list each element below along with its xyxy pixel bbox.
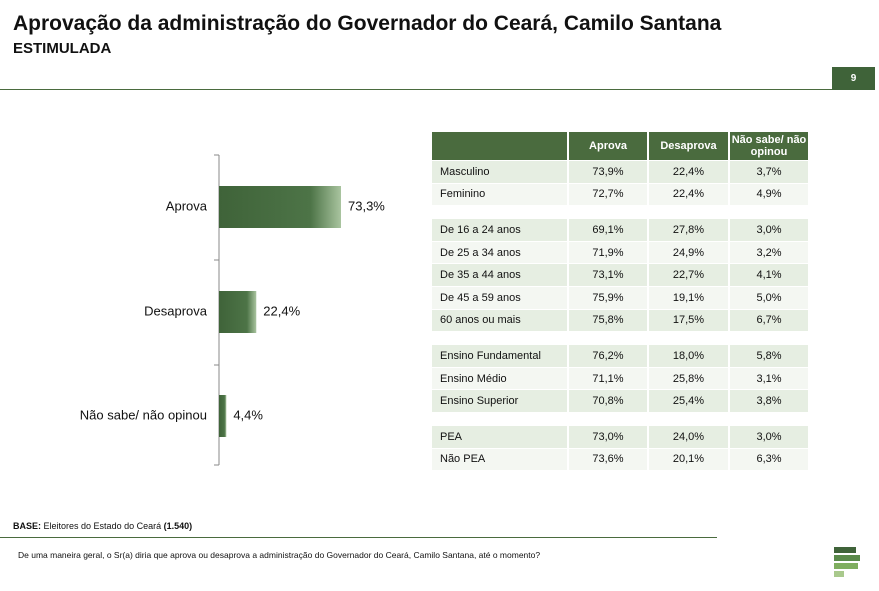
header-rule <box>0 89 832 90</box>
value-label: 22,4% <box>263 303 300 318</box>
table-cell: 6,7% <box>730 309 808 332</box>
table-cell: 73,1% <box>569 264 647 286</box>
value-label: 73,3% <box>348 198 385 213</box>
base-label: BASE: <box>13 521 42 531</box>
row-label: De 16 a 24 anos <box>432 219 567 241</box>
logo <box>834 547 860 577</box>
question: De uma maneira geral, o Sr(a) diria que … <box>18 550 541 560</box>
table-cell: 73,6% <box>569 448 647 471</box>
table-cell: 27,8% <box>649 219 728 241</box>
table-cell: 75,9% <box>569 287 647 309</box>
column-header: Aprova <box>569 132 649 160</box>
column-header: Não sabe/ não opinou <box>730 132 810 160</box>
chart: Aprova 73,3% Desaprova 22,4% Não sabe/ não o… <box>80 154 385 466</box>
column-header: Desaprova <box>649 132 730 160</box>
table-cell: 24,0% <box>649 426 728 448</box>
table-cell: 6,3% <box>730 448 808 471</box>
row-label: 60 anos ou mais <box>432 309 567 332</box>
table-cell: 3,0% <box>730 426 808 448</box>
page-number: 9 <box>832 67 875 90</box>
table-cell: 3,8% <box>730 390 808 412</box>
table-cell: 3,7% <box>730 161 808 183</box>
row-label: Ensino Médio <box>432 367 567 390</box>
table-cell: 4,1% <box>730 264 808 286</box>
row-label: Feminino <box>432 183 567 206</box>
row-label: De 35 a 44 anos <box>432 264 567 286</box>
base-text: Eleitores do Estado do Ceará <box>43 521 162 531</box>
bar <box>219 291 257 333</box>
table-cell: 17,5% <box>649 309 728 332</box>
table-cell: 20,1% <box>649 448 728 471</box>
table-cell: 76,2% <box>569 345 647 367</box>
title: Aprovação da administração do Governador… <box>13 12 722 35</box>
category-label: Desaprova <box>144 303 208 318</box>
table-cell: 70,8% <box>569 390 647 412</box>
table-cell: 71,1% <box>569 367 647 390</box>
table-cell: 71,9% <box>569 241 647 264</box>
table-cell: 72,7% <box>569 183 647 206</box>
base: BASE: Eleitores do Estado do Ceará (1.54… <box>13 521 192 531</box>
table-cell: 22,7% <box>649 264 728 286</box>
table-cell: 75,8% <box>569 309 647 332</box>
table-cell: 69,1% <box>569 219 647 241</box>
header-cell <box>432 132 569 160</box>
table-cell: 5,8% <box>730 345 808 367</box>
value-label: 4,4% <box>233 407 263 422</box>
bar <box>219 186 341 228</box>
table-cell: 22,4% <box>649 161 728 183</box>
row-label: Ensino Superior <box>432 390 567 412</box>
row-label: PEA <box>432 426 567 448</box>
table-cell: 25,4% <box>649 390 728 412</box>
row-label: Masculino <box>432 161 567 183</box>
table-cell: 73,9% <box>569 161 647 183</box>
base-n: (1.540) <box>163 521 193 531</box>
table-cell: 19,1% <box>649 287 728 309</box>
table-cell: 5,0% <box>730 287 808 309</box>
row-label: Não PEA <box>432 448 567 471</box>
row-label: De 25 a 34 anos <box>432 241 567 264</box>
table-cell: 4,9% <box>730 183 808 206</box>
table-cell: 22,4% <box>649 183 728 206</box>
footer-rule <box>0 537 717 538</box>
row-label: Ensino Fundamental <box>432 345 567 367</box>
subtitle: ESTIMULADA <box>13 40 112 57</box>
table-cell: 18,0% <box>649 345 728 367</box>
table-cell: 3,2% <box>730 241 808 264</box>
category-label: Não sabe/ não opinou <box>80 407 207 422</box>
table-cell: 25,8% <box>649 367 728 390</box>
table-cell: 3,1% <box>730 367 808 390</box>
row-label: De 45 a 59 anos <box>432 287 567 309</box>
category-label: Aprova <box>166 198 208 213</box>
table-cell: 3,0% <box>730 219 808 241</box>
table-cell: 24,9% <box>649 241 728 264</box>
bar <box>219 395 227 437</box>
table-cell: 73,0% <box>569 426 647 448</box>
